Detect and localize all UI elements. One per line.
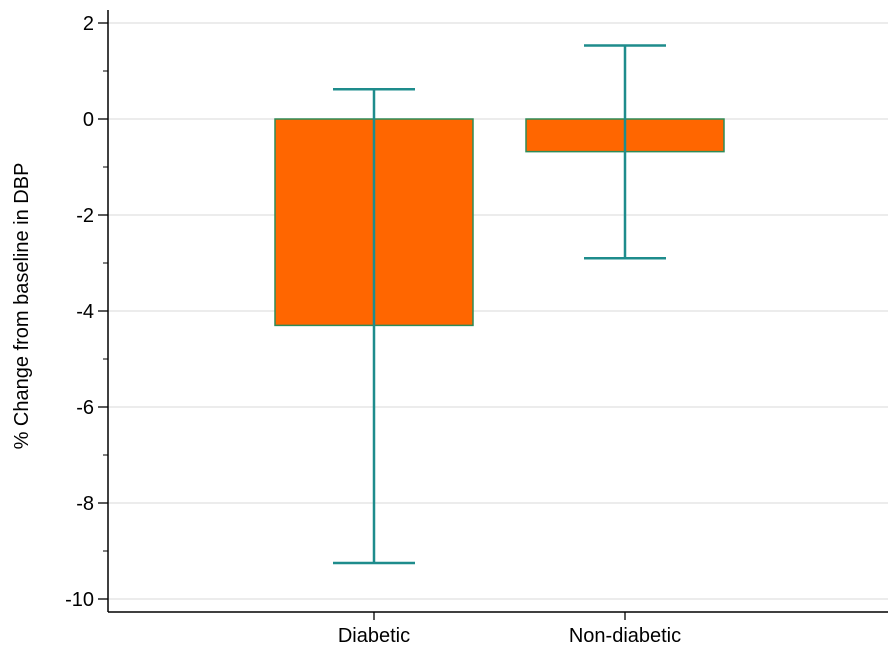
y-axis-title: % Change from baseline in DBP bbox=[11, 163, 33, 450]
y-tick-label: -8 bbox=[76, 493, 94, 515]
y-ticks: 2 0 -2 -4 -6 -8 -10 bbox=[65, 13, 108, 611]
y-tick-label: -4 bbox=[76, 301, 94, 323]
y-tick-label: 2 bbox=[83, 13, 94, 35]
y-tick-label: 0 bbox=[83, 109, 94, 131]
error-bars bbox=[333, 44, 666, 565]
bars bbox=[274, 118, 725, 327]
x-tick-label: Diabetic bbox=[338, 625, 410, 647]
gridlines bbox=[108, 22, 888, 600]
y-tick-label: -6 bbox=[76, 397, 94, 419]
y-tick-label: -2 bbox=[76, 205, 94, 227]
x-tick-label: Non-diabetic bbox=[569, 625, 681, 647]
y-tick-label: -10 bbox=[65, 589, 94, 611]
x-ticks: Diabetic Non-diabetic bbox=[338, 612, 681, 647]
